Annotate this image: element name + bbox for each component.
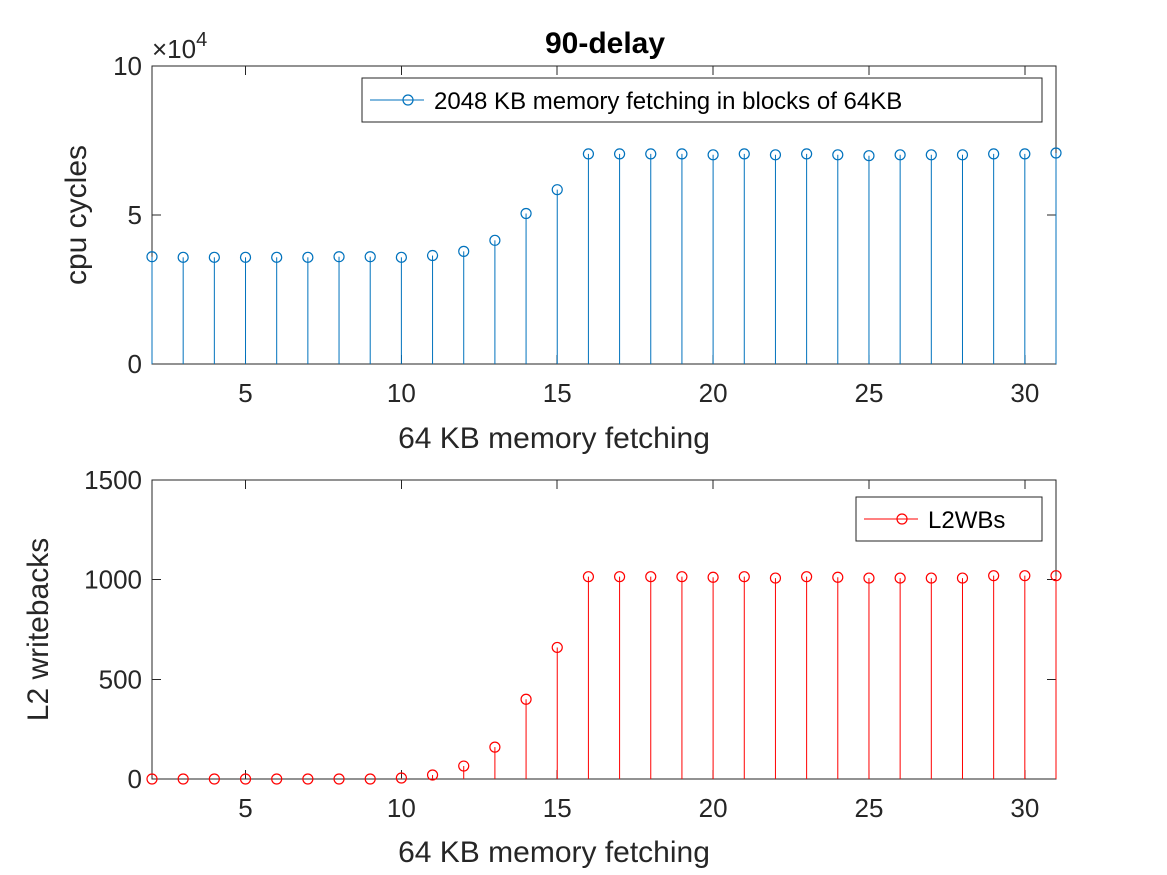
top-stem-marker: [801, 148, 813, 160]
top-stem-marker: [208, 251, 220, 263]
top-stem-marker: [1050, 147, 1062, 159]
bottom-stem-marker: [395, 772, 407, 784]
top-stem-marker: [177, 251, 189, 263]
bottom-stem-marker: [208, 773, 220, 785]
top-stem-marker: [458, 245, 470, 257]
bottom-panel: 5 10 15 20 25 30 0 500 1000 1500 64 KB memory fetc…: [22, 465, 1062, 869]
top-legend-box: [361, 77, 1043, 123]
chart-title: 90-delay: [545, 27, 665, 60]
top-legend-marker: [402, 94, 414, 106]
top-stem-marker: [925, 149, 937, 161]
top-xtick-label: 30: [1010, 378, 1039, 408]
bottom-stem-marker: [988, 570, 1000, 582]
top-stem-marker: [769, 149, 782, 161]
bottom-stem-marker: [1019, 570, 1031, 582]
top-stem-marker: [364, 251, 376, 263]
bottom-stem-marker: [146, 773, 158, 785]
top-legend-label: 2048 KB memory fetching in blocks of 64K…: [434, 88, 902, 115]
top-xtick-label: 15: [543, 378, 572, 408]
bottom-stem-marker: [489, 741, 501, 753]
bottom-stem-marker: [520, 693, 532, 705]
bottom-xtick-label: 15: [543, 793, 572, 823]
bottom-xtick-label: 25: [855, 793, 884, 823]
bottom-stem-marker: [551, 641, 563, 654]
bottom-stem-marker: [613, 571, 626, 583]
top-stem-marker: [738, 148, 750, 160]
bottom-y-axis-label: L2 writebacks: [22, 538, 55, 721]
bottom-stem-marker: [582, 571, 595, 583]
bottom-stem-marker: [925, 572, 937, 584]
top-ytick-label: 5: [128, 200, 142, 230]
top-stem-marker: [582, 148, 595, 160]
top-x-axis-label: 64 KB memory fetching: [398, 422, 710, 455]
top-stem-marker: [988, 148, 1000, 160]
bottom-stem-marker: [426, 769, 439, 781]
top-xtick-label: 5: [238, 378, 252, 408]
bottom-ytick-label: 0: [128, 764, 142, 794]
bottom-stem-marker: [364, 773, 376, 785]
top-stem-marker: [1019, 148, 1031, 160]
bottom-stem-marker: [239, 773, 252, 785]
top-stem-marker: [520, 207, 532, 220]
bottom-stem-marker: [302, 773, 314, 785]
bottom-stem-marker: [769, 572, 782, 584]
top-stem-marker: [146, 251, 158, 263]
top-stem-marker: [676, 148, 688, 160]
top-stem-marker: [863, 150, 875, 162]
bottom-stem-marker: [863, 572, 875, 584]
bottom-xtick-label: 20: [699, 793, 728, 823]
bottom-stem-marker: [676, 571, 688, 583]
bottom-ytick-label: 1500: [84, 465, 142, 495]
top-stem-marker: [832, 149, 844, 161]
top-ytick-label: 0: [128, 349, 142, 379]
bottom-ytick-label: 1000: [84, 565, 142, 595]
bottom-stem-marker: [333, 773, 345, 785]
top-stem-marker: [894, 149, 906, 161]
bottom-ytick-label: 500: [99, 664, 142, 694]
bottom-xtick-label: 5: [238, 793, 252, 823]
top-ytick-label: 10: [113, 51, 142, 81]
bottom-stem-marker: [458, 760, 470, 772]
bottom-stem-marker: [832, 571, 844, 583]
top-stem-marker: [489, 234, 501, 246]
bottom-stem-marker: [956, 572, 969, 584]
top-stem-marker: [426, 249, 439, 262]
bottom-stem-marker: [894, 572, 906, 584]
bottom-legend-marker: [896, 513, 908, 525]
top-stem-marker: [271, 251, 283, 263]
bottom-x-axis-label: 64 KB memory fetching: [398, 836, 710, 869]
bottom-xtick-label: 30: [1010, 793, 1039, 823]
bottom-stem-marker: [1050, 570, 1062, 582]
top-panel: 5 10 15 20 25 30 0 5 10 ×104 64 KB memory fetching…: [60, 29, 1062, 455]
top-stem-marker: [707, 149, 719, 161]
top-y-axis-label: cpu cycles: [60, 145, 93, 285]
bottom-stem-marker: [645, 571, 657, 583]
top-stem-marker: [395, 251, 407, 263]
top-exponent-label: ×104: [152, 29, 207, 64]
bottom-stem-marker: [801, 571, 813, 583]
top-stem-marker: [956, 149, 969, 161]
top-stem-marker: [302, 251, 314, 263]
bottom-xtick-label: 10: [387, 793, 416, 823]
bottom-stem-marker: [738, 571, 750, 583]
top-stem-marker: [551, 184, 563, 196]
bottom-stem-marker: [271, 773, 283, 785]
top-stem-marker: [613, 148, 626, 160]
bottom-stem-marker: [177, 773, 189, 785]
bottom-legend-label: L2WBs: [928, 507, 1005, 534]
top-stem-marker: [333, 251, 345, 263]
top-xtick-label: 20: [699, 378, 728, 408]
top-stem-marker: [239, 251, 252, 263]
bottom-stem-marker: [707, 571, 719, 583]
top-xtick-label: 25: [855, 378, 884, 408]
top-stem-marker: [645, 148, 657, 160]
top-xtick-label: 10: [387, 378, 416, 408]
